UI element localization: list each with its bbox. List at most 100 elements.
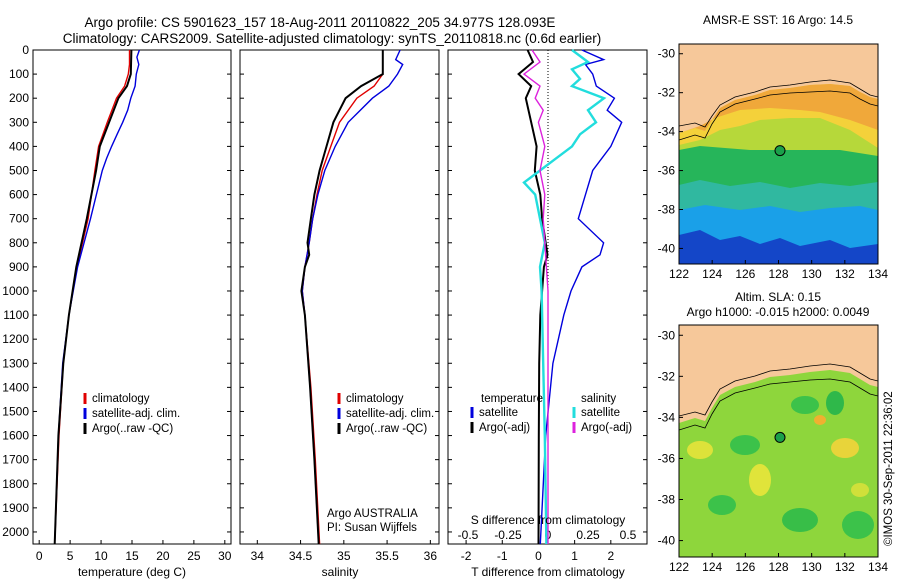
legend-label: Argo(-adj) bbox=[581, 422, 632, 434]
legend-label: salinity bbox=[581, 393, 616, 405]
sla-low-eddy bbox=[782, 508, 818, 532]
map-lat-label: -30 bbox=[658, 47, 676, 61]
sla-low-eddy bbox=[791, 396, 819, 414]
y-tick-label: 1600 bbox=[2, 429, 29, 443]
legend-label: satellite-adj. clim. bbox=[92, 408, 180, 420]
x-tick-label: 10 bbox=[94, 549, 108, 563]
map-lon-label: 130 bbox=[802, 560, 822, 574]
sla-high-eddy bbox=[749, 464, 771, 496]
y-tick-label: 1000 bbox=[2, 284, 29, 298]
sla-high-eddy bbox=[814, 415, 826, 425]
map-lon-label: 134 bbox=[868, 560, 888, 574]
temperature-legend: climatology satellite-adj. clim. Argo(..ra… bbox=[83, 393, 180, 435]
sla-coastline bbox=[679, 363, 878, 417]
difference-legend: temperature satellite Argo(-adj) salinity sa… bbox=[470, 393, 632, 434]
y-tick-label: 100 bbox=[9, 67, 29, 81]
map-lon-label: 132 bbox=[835, 560, 855, 574]
map-lat-label: -38 bbox=[658, 202, 676, 216]
sla-high-eddy bbox=[831, 438, 859, 458]
temperature-panel: 0100200300400500600700800900100011001200… bbox=[2, 43, 232, 579]
y-tick-label: 600 bbox=[9, 188, 29, 202]
sst-coastline bbox=[679, 79, 878, 128]
x-tick-label: 5 bbox=[67, 549, 74, 563]
legend-label: climatology bbox=[346, 393, 404, 405]
map-lon-label: 126 bbox=[735, 267, 755, 281]
map-lat-label: -38 bbox=[658, 493, 676, 507]
y-tick-label: 1700 bbox=[2, 453, 29, 467]
s-difference-label: S difference from climatology bbox=[471, 513, 626, 527]
series-line-climatology bbox=[54, 50, 131, 545]
series-line-s-argo-adj- bbox=[522, 49, 549, 544]
temperature-axes-frame bbox=[32, 49, 232, 545]
sla-low-eddy bbox=[708, 495, 736, 515]
salinity-axes-frame bbox=[239, 49, 440, 545]
map-lon-label: 124 bbox=[702, 267, 722, 281]
legend-label: Argo(..raw -QC) bbox=[346, 423, 427, 435]
legend-label: satellite-adj. clim. bbox=[346, 408, 434, 420]
sla-map: Altim. SLA: 0.15 Argo h1000: -0.015 h200… bbox=[658, 290, 889, 574]
series-line-argo-raw-qc- bbox=[53, 49, 133, 545]
header-line2: Climatology: CARS2009. Satellite-adjuste… bbox=[63, 31, 602, 46]
x-tick-label: 35 bbox=[337, 549, 351, 563]
argo-institution-label: Argo AUSTRALIA bbox=[327, 508, 418, 520]
series-line-t-argo-adj- bbox=[517, 49, 549, 545]
sla-high-eddy bbox=[851, 483, 869, 497]
y-tick-label: 900 bbox=[9, 260, 29, 274]
map-lon-label: 134 bbox=[868, 267, 888, 281]
t-difference-label: T difference from climatology bbox=[471, 565, 625, 579]
difference-panel: -2 -1 0 1 2 -0.5 -0.25 0 0.25 0.5 S difference f… bbox=[447, 49, 648, 579]
map-lon-label: 130 bbox=[802, 267, 822, 281]
sst-map: AMSR-E SST: 16 Argo: 14.5 122 124 126 128 13… bbox=[658, 13, 889, 281]
sst-contour-line bbox=[679, 90, 878, 141]
sla-low-eddy bbox=[842, 511, 874, 539]
series-line-satellite-adj-clim- bbox=[54, 49, 141, 545]
argo-position-marker bbox=[774, 145, 786, 157]
legend-label: climatology bbox=[92, 393, 150, 405]
y-tick-label: 1500 bbox=[2, 404, 29, 418]
legend-label: Argo(..raw -QC) bbox=[92, 423, 173, 435]
map-lat-label: -40 bbox=[658, 534, 676, 548]
y-tick-label: 200 bbox=[9, 91, 29, 105]
map-lon-label: 128 bbox=[768, 267, 788, 281]
sla-map-subtitle: Argo h1000: -0.015 h2000: 0.0049 bbox=[687, 305, 870, 319]
map-lat-label: -36 bbox=[658, 164, 676, 178]
legend-label: Argo(-adj) bbox=[479, 422, 530, 434]
y-tick-label: 1100 bbox=[3, 308, 29, 322]
map-lat-label: -32 bbox=[658, 369, 676, 383]
map-lat-label: -40 bbox=[658, 241, 676, 255]
series-line-satellite-adj-clim- bbox=[301, 49, 404, 545]
y-tick-label: 0 bbox=[22, 43, 29, 57]
top-x-tick-label: -0.25 bbox=[494, 528, 522, 542]
map-lat-label: -32 bbox=[658, 86, 676, 100]
sla-low-eddy bbox=[730, 435, 760, 455]
map-lon-label: 126 bbox=[735, 560, 755, 574]
legend-label: satellite bbox=[581, 407, 620, 419]
sla-high-eddy bbox=[687, 441, 713, 459]
salinity-legend: climatology satellite-adj. clim. Argo(..ra… bbox=[337, 393, 434, 435]
x-tick-label: 25 bbox=[187, 549, 201, 563]
map-lat-label: -36 bbox=[658, 451, 676, 465]
y-tick-label: 800 bbox=[9, 236, 29, 250]
y-tick-label: 500 bbox=[9, 163, 29, 177]
argo-position-marker bbox=[774, 431, 786, 443]
y-tick-label: 1900 bbox=[2, 501, 29, 515]
y-tick-label: 700 bbox=[9, 212, 29, 226]
x-tick-label: 30 bbox=[218, 549, 232, 563]
x-tick-label: 0 bbox=[36, 549, 43, 563]
x-tick-label: -2 bbox=[461, 549, 472, 563]
series-line-s-satellite bbox=[522, 49, 607, 545]
header-line1: Argo profile: CS 5901623_157 18-Aug-2011… bbox=[85, 15, 556, 30]
map-lat-label: -30 bbox=[658, 328, 676, 342]
x-tick-label: 34 bbox=[251, 549, 265, 563]
map-lon-label: 122 bbox=[669, 267, 689, 281]
sst-hot-band bbox=[679, 84, 878, 133]
x-tick-label: -1 bbox=[497, 549, 508, 563]
y-tick-label: 1200 bbox=[2, 332, 29, 346]
sla-map-title: Altim. SLA: 0.15 bbox=[735, 290, 821, 304]
y-tick-label: 400 bbox=[9, 139, 29, 153]
map-lon-label: 132 bbox=[835, 267, 855, 281]
x-tick-label: 35.5 bbox=[375, 549, 399, 563]
map-lat-label: -34 bbox=[658, 125, 676, 139]
x-tick-label: 36 bbox=[424, 549, 438, 563]
temperature-xlabel: temperature (deg C) bbox=[78, 565, 186, 579]
